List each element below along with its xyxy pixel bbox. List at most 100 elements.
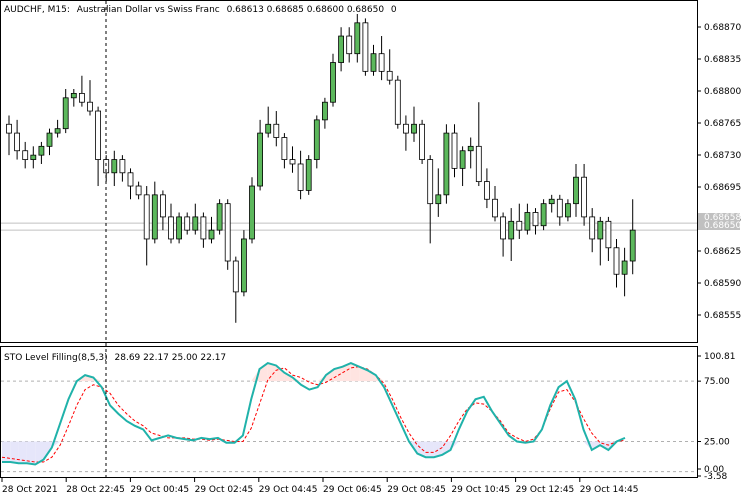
candle — [127, 168, 134, 200]
candle — [597, 216, 604, 266]
candle-body-bear — [378, 53, 385, 72]
candle-body-bull — [38, 145, 45, 156]
indicator-tick-label: 100.81 — [704, 352, 736, 362]
candle-body-bear — [95, 110, 101, 160]
candle-body-bull — [208, 229, 215, 240]
candle — [427, 155, 434, 244]
candle — [265, 106, 272, 138]
candle-body-bull — [508, 220, 515, 240]
candle — [573, 163, 579, 217]
price-layer — [1, 14, 697, 323]
candle — [581, 163, 587, 226]
candle — [467, 137, 474, 169]
candle-body-bull — [305, 159, 312, 191]
candle — [54, 119, 61, 138]
candle — [451, 124, 458, 178]
candle-body-bull — [338, 35, 345, 63]
candle — [119, 155, 126, 182]
overbought-fill — [334, 366, 343, 382]
candle-body-bull — [548, 198, 555, 205]
candle-body-bear — [87, 101, 93, 112]
candle-body-bull — [313, 119, 320, 160]
candle — [362, 18, 369, 76]
candle — [143, 186, 150, 266]
candle-body-bull — [54, 128, 61, 134]
candle-body-bull — [46, 132, 53, 147]
price-tick-label: 0.68765 — [704, 119, 741, 129]
candle — [62, 88, 69, 134]
candle — [565, 199, 571, 222]
candle — [257, 119, 264, 191]
time-tick-label: 29 Oct 12:45 — [516, 485, 575, 495]
candle — [370, 44, 377, 76]
candle — [216, 199, 223, 235]
candle-body-bear — [492, 198, 498, 218]
stochastic-signal-line — [1, 366, 626, 463]
symbol-description: Australian Dollar vs Swiss Franc — [77, 5, 220, 15]
candle — [589, 208, 596, 253]
oversold-fill — [26, 441, 36, 465]
candle — [338, 27, 345, 72]
candle — [184, 212, 191, 235]
candle — [168, 203, 174, 244]
candle — [483, 168, 490, 209]
candle-body-bull — [176, 216, 183, 240]
overbought-fill — [325, 369, 335, 382]
price-tick-label: 0.68695 — [704, 183, 741, 193]
candle-body-bull — [411, 123, 417, 134]
candle — [524, 203, 531, 235]
candle — [95, 106, 101, 187]
candle-body-bear — [516, 220, 523, 231]
time-tick-label: 28 Oct 22:45 — [66, 485, 125, 495]
indicator-layer — [1, 361, 697, 473]
candle-body-bull — [151, 194, 158, 240]
candle-body-bull — [435, 194, 442, 205]
current-price-label-bg — [698, 221, 740, 230]
candle-body-bull — [216, 203, 223, 231]
indicator-name: STO Level Filling(8,5,3) — [4, 353, 108, 363]
candle-body-bear — [200, 216, 207, 240]
candle — [30, 146, 37, 169]
candle-body-bear — [402, 123, 409, 134]
indicator-header: STO Level Filling(8,5,3) 28.69 22.17 25.… — [4, 353, 226, 363]
candle-body-bear — [184, 216, 191, 231]
indicator-tick-label: -3.58 — [704, 472, 728, 482]
indicator-tick-label: 25.00 — [704, 438, 730, 448]
candle-body-bear — [451, 132, 458, 169]
current-price-label: 0.68658 — [704, 213, 741, 223]
overbought-fill — [267, 363, 277, 382]
candle — [22, 141, 29, 169]
candle-body-bear — [127, 172, 134, 187]
candle-body-bear — [135, 185, 142, 196]
candle — [232, 256, 239, 323]
oversold-fill — [35, 441, 44, 465]
candle-body-bull — [354, 22, 361, 55]
candle-body-bull — [443, 132, 450, 196]
main-chart-header: AUDCHF, M15: Australian Dollar vs Swiss … — [4, 5, 397, 15]
candle-body-bear — [362, 22, 369, 72]
candle-body-bear — [556, 198, 563, 218]
candle — [281, 133, 288, 169]
candle — [38, 141, 45, 164]
price-tick-label: 0.68625 — [704, 247, 741, 257]
candle — [6, 115, 12, 156]
candle-body-bear — [589, 216, 596, 240]
candle-body-bear — [224, 203, 231, 262]
time-tick-label: 29 Oct 08:45 — [387, 485, 446, 495]
candle-body-bear — [159, 194, 166, 218]
candle — [313, 115, 320, 169]
candle — [492, 186, 498, 222]
candle — [475, 102, 482, 187]
candle — [532, 208, 539, 235]
candle — [46, 128, 53, 156]
candle-body-bear — [119, 159, 126, 174]
candle — [354, 14, 361, 63]
candle — [289, 146, 296, 173]
candle-body-bull — [467, 145, 474, 152]
price-tick-label: 0.68590 — [704, 279, 741, 289]
symbol-timeframe: AUDCHF, M15: — [4, 5, 70, 15]
candle-body-bear — [232, 260, 239, 293]
candle-body-bear — [297, 163, 304, 191]
spread-value: 0 — [391, 5, 397, 15]
candle — [14, 119, 21, 160]
